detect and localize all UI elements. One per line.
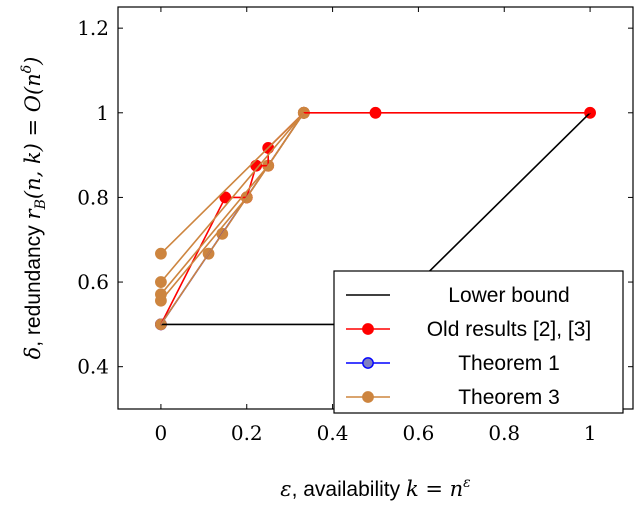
- y-tick-label: 0.4: [77, 355, 109, 379]
- series-line: [246, 112, 591, 198]
- legend-label: Theorem 3: [458, 386, 560, 409]
- y-tick-label: 0.8: [77, 185, 109, 209]
- x-tick-label: 0.6: [403, 421, 435, 445]
- x-tick-label: 0.2: [231, 421, 263, 445]
- legend: Lower bound Old results [2], [3] Theorem 1…: [333, 270, 624, 414]
- x-tick-label: 1: [584, 421, 597, 445]
- y-tick-label: 1.2: [77, 16, 109, 40]
- legend-label: Lower bound: [448, 284, 569, 307]
- series-layer: [155, 106, 596, 331]
- legend-swatch-marker: [362, 357, 374, 369]
- legend-swatch-marker: [362, 323, 374, 335]
- x-axis-label-math: k = n: [406, 477, 463, 501]
- y-axis-label: δ, redundancy rB(n, k) = O(nδ): [19, 57, 49, 360]
- series-line: [160, 196, 247, 325]
- x-axis-label-text: , availability: [292, 478, 406, 501]
- legend-label: Theorem 1: [458, 352, 560, 375]
- y-tick-label: 1: [96, 101, 109, 125]
- x-axis-label: ε, availability k = nε: [280, 475, 470, 501]
- x-tick-label: 0: [155, 421, 168, 445]
- series-line: [160, 112, 305, 302]
- y-axis-label-tail: (n, k) = O(n: [21, 73, 45, 199]
- x-tick-label: 0.4: [317, 421, 349, 445]
- x-tick-label: 0.8: [488, 421, 520, 445]
- y-tick-label: 0.6: [77, 270, 109, 294]
- y-axis-label-symbol: δ: [21, 347, 45, 360]
- x-axis-label-symbol: ε: [280, 477, 291, 501]
- x-axis-label-sup: ε: [463, 475, 471, 491]
- y-axis-label-end: ): [21, 57, 45, 66]
- y-axis-label-math: r: [21, 207, 45, 219]
- legend-label: Old results [2], [3]: [427, 318, 592, 341]
- y-axis-label-text: , redundancy: [22, 219, 45, 346]
- legend-swatch-marker: [362, 391, 374, 403]
- series-line: [160, 112, 305, 295]
- series-line: [160, 112, 305, 255]
- series-line: [160, 112, 305, 283]
- y-axis-label-sub: B: [33, 199, 49, 210]
- y-axis-label-sup: δ: [19, 65, 35, 73]
- tick-layer: 0 0.2 0.4 0.6 0.8 1 0.4 0.6 0.8 1 1.2: [77, 7, 633, 445]
